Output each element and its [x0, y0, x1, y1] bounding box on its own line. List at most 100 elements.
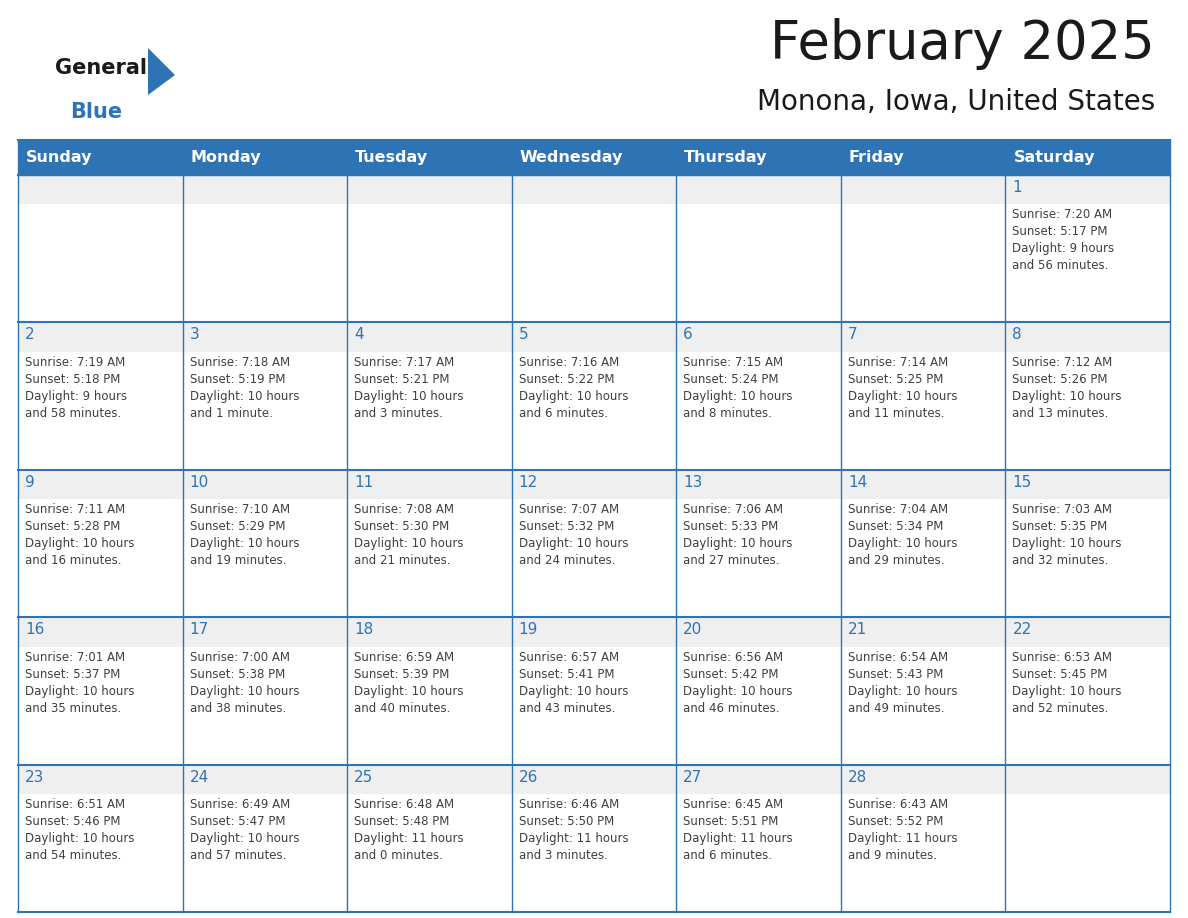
Text: 23: 23 [25, 769, 44, 785]
Text: 7: 7 [848, 328, 858, 342]
Text: Sunrise: 6:59 AM
Sunset: 5:39 PM
Daylight: 10 hours
and 40 minutes.: Sunrise: 6:59 AM Sunset: 5:39 PM Dayligh… [354, 651, 463, 715]
Text: Sunrise: 6:51 AM
Sunset: 5:46 PM
Daylight: 10 hours
and 54 minutes.: Sunrise: 6:51 AM Sunset: 5:46 PM Dayligh… [25, 798, 134, 862]
Text: 1: 1 [1012, 180, 1022, 195]
Text: Sunrise: 6:46 AM
Sunset: 5:50 PM
Daylight: 11 hours
and 3 minutes.: Sunrise: 6:46 AM Sunset: 5:50 PM Dayligh… [519, 798, 628, 862]
Text: Thursday: Thursday [684, 150, 767, 165]
Text: 11: 11 [354, 475, 373, 490]
Text: Sunrise: 6:49 AM
Sunset: 5:47 PM
Daylight: 10 hours
and 57 minutes.: Sunrise: 6:49 AM Sunset: 5:47 PM Dayligh… [190, 798, 299, 862]
Bar [841, 322, 1005, 352]
Text: Sunrise: 7:07 AM
Sunset: 5:32 PM
Daylight: 10 hours
and 24 minutes.: Sunrise: 7:07 AM Sunset: 5:32 PM Dayligh… [519, 503, 628, 567]
Bar [183, 205, 347, 322]
Text: Wednesday: Wednesday [519, 150, 623, 165]
Bar [347, 470, 512, 499]
Text: Sunrise: 6:45 AM
Sunset: 5:51 PM
Daylight: 11 hours
and 6 minutes.: Sunrise: 6:45 AM Sunset: 5:51 PM Dayligh… [683, 798, 792, 862]
Text: Sunrise: 6:57 AM
Sunset: 5:41 PM
Daylight: 10 hours
and 43 minutes.: Sunrise: 6:57 AM Sunset: 5:41 PM Dayligh… [519, 651, 628, 715]
Polygon shape [148, 48, 175, 95]
Bar [18, 470, 183, 499]
Text: 25: 25 [354, 769, 373, 785]
Text: 24: 24 [190, 769, 209, 785]
Bar [183, 470, 347, 499]
Bar [347, 499, 512, 617]
Bar [841, 646, 1005, 765]
Text: Sunrise: 7:12 AM
Sunset: 5:26 PM
Daylight: 10 hours
and 13 minutes.: Sunrise: 7:12 AM Sunset: 5:26 PM Dayligh… [1012, 356, 1121, 420]
Text: Blue: Blue [70, 102, 122, 122]
Bar [512, 205, 676, 322]
Text: Sunrise: 7:16 AM
Sunset: 5:22 PM
Daylight: 10 hours
and 6 minutes.: Sunrise: 7:16 AM Sunset: 5:22 PM Dayligh… [519, 356, 628, 420]
Bar [1005, 175, 1170, 205]
Bar [1005, 765, 1170, 794]
Text: 19: 19 [519, 622, 538, 637]
Bar [676, 646, 841, 765]
Text: 2: 2 [25, 328, 34, 342]
Text: Monona, Iowa, United States: Monona, Iowa, United States [757, 88, 1155, 116]
Bar [18, 617, 183, 646]
Bar [1005, 617, 1170, 646]
Bar [676, 499, 841, 617]
Bar [512, 322, 676, 352]
Bar [347, 352, 512, 470]
Text: 26: 26 [519, 769, 538, 785]
Text: Sunrise: 7:20 AM
Sunset: 5:17 PM
Daylight: 9 hours
and 56 minutes.: Sunrise: 7:20 AM Sunset: 5:17 PM Dayligh… [1012, 208, 1114, 273]
Bar [1005, 470, 1170, 499]
Bar [347, 646, 512, 765]
Bar [183, 617, 347, 646]
Text: 22: 22 [1012, 622, 1031, 637]
Text: Sunrise: 7:15 AM
Sunset: 5:24 PM
Daylight: 10 hours
and 8 minutes.: Sunrise: 7:15 AM Sunset: 5:24 PM Dayligh… [683, 356, 792, 420]
Text: Sunrise: 7:03 AM
Sunset: 5:35 PM
Daylight: 10 hours
and 32 minutes.: Sunrise: 7:03 AM Sunset: 5:35 PM Dayligh… [1012, 503, 1121, 567]
Bar [183, 765, 347, 794]
Bar [512, 470, 676, 499]
Bar [841, 470, 1005, 499]
Bar [183, 322, 347, 352]
Bar [512, 794, 676, 912]
Text: Sunday: Sunday [26, 150, 93, 165]
Text: 14: 14 [848, 475, 867, 490]
Text: 18: 18 [354, 622, 373, 637]
Bar [841, 175, 1005, 205]
Bar [18, 765, 183, 794]
Text: 9: 9 [25, 475, 34, 490]
Bar [676, 617, 841, 646]
Bar [347, 617, 512, 646]
Bar [512, 617, 676, 646]
Text: Sunrise: 7:11 AM
Sunset: 5:28 PM
Daylight: 10 hours
and 16 minutes.: Sunrise: 7:11 AM Sunset: 5:28 PM Dayligh… [25, 503, 134, 567]
Bar [676, 322, 841, 352]
Text: Sunrise: 7:10 AM
Sunset: 5:29 PM
Daylight: 10 hours
and 19 minutes.: Sunrise: 7:10 AM Sunset: 5:29 PM Dayligh… [190, 503, 299, 567]
Text: Sunrise: 7:00 AM
Sunset: 5:38 PM
Daylight: 10 hours
and 38 minutes.: Sunrise: 7:00 AM Sunset: 5:38 PM Dayligh… [190, 651, 299, 715]
Text: 3: 3 [190, 328, 200, 342]
Bar [676, 794, 841, 912]
Text: 13: 13 [683, 475, 702, 490]
Text: 12: 12 [519, 475, 538, 490]
Text: Friday: Friday [849, 150, 904, 165]
Text: Sunrise: 6:48 AM
Sunset: 5:48 PM
Daylight: 11 hours
and 0 minutes.: Sunrise: 6:48 AM Sunset: 5:48 PM Dayligh… [354, 798, 463, 862]
Text: 5: 5 [519, 328, 529, 342]
Bar [183, 794, 347, 912]
Text: 17: 17 [190, 622, 209, 637]
Text: Sunrise: 6:56 AM
Sunset: 5:42 PM
Daylight: 10 hours
and 46 minutes.: Sunrise: 6:56 AM Sunset: 5:42 PM Dayligh… [683, 651, 792, 715]
Text: General: General [55, 58, 147, 78]
Bar [676, 205, 841, 322]
Bar [183, 352, 347, 470]
Bar [18, 175, 183, 205]
Bar [512, 646, 676, 765]
Bar [512, 352, 676, 470]
Text: 10: 10 [190, 475, 209, 490]
Text: 6: 6 [683, 328, 693, 342]
Bar [841, 794, 1005, 912]
Bar [183, 499, 347, 617]
Bar [18, 140, 1170, 175]
Text: Sunrise: 6:43 AM
Sunset: 5:52 PM
Daylight: 11 hours
and 9 minutes.: Sunrise: 6:43 AM Sunset: 5:52 PM Dayligh… [848, 798, 958, 862]
Bar [183, 175, 347, 205]
Text: Sunrise: 7:19 AM
Sunset: 5:18 PM
Daylight: 9 hours
and 58 minutes.: Sunrise: 7:19 AM Sunset: 5:18 PM Dayligh… [25, 356, 127, 420]
Text: 28: 28 [848, 769, 867, 785]
Text: Sunrise: 7:14 AM
Sunset: 5:25 PM
Daylight: 10 hours
and 11 minutes.: Sunrise: 7:14 AM Sunset: 5:25 PM Dayligh… [848, 356, 958, 420]
Bar [841, 765, 1005, 794]
Bar [841, 617, 1005, 646]
Text: Sunrise: 7:17 AM
Sunset: 5:21 PM
Daylight: 10 hours
and 3 minutes.: Sunrise: 7:17 AM Sunset: 5:21 PM Dayligh… [354, 356, 463, 420]
Bar [676, 175, 841, 205]
Text: 8: 8 [1012, 328, 1022, 342]
Text: Sunrise: 7:04 AM
Sunset: 5:34 PM
Daylight: 10 hours
and 29 minutes.: Sunrise: 7:04 AM Sunset: 5:34 PM Dayligh… [848, 503, 958, 567]
Text: Sunrise: 7:06 AM
Sunset: 5:33 PM
Daylight: 10 hours
and 27 minutes.: Sunrise: 7:06 AM Sunset: 5:33 PM Dayligh… [683, 503, 792, 567]
Text: 21: 21 [848, 622, 867, 637]
Text: Sunrise: 6:53 AM
Sunset: 5:45 PM
Daylight: 10 hours
and 52 minutes.: Sunrise: 6:53 AM Sunset: 5:45 PM Dayligh… [1012, 651, 1121, 715]
Bar [183, 646, 347, 765]
